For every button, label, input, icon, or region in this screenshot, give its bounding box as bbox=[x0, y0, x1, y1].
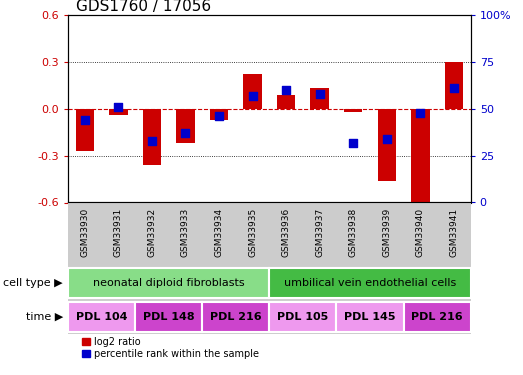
Point bbox=[383, 136, 391, 142]
Legend: log2 ratio, percentile rank within the sample: log2 ratio, percentile rank within the s… bbox=[78, 333, 263, 363]
Bar bbox=[75, 109, 94, 151]
Text: umbilical vein endothelial cells: umbilical vein endothelial cells bbox=[284, 278, 456, 288]
Bar bbox=[269, 268, 471, 298]
Text: cell type ▶: cell type ▶ bbox=[3, 278, 63, 288]
Text: GSM33934: GSM33934 bbox=[214, 208, 223, 257]
Text: GSM33936: GSM33936 bbox=[281, 208, 291, 257]
Text: PDL 216: PDL 216 bbox=[411, 312, 463, 322]
Point bbox=[282, 87, 290, 93]
Text: PDL 145: PDL 145 bbox=[344, 312, 396, 322]
Text: GSM33940: GSM33940 bbox=[416, 208, 425, 257]
Text: GSM33931: GSM33931 bbox=[114, 208, 123, 257]
Point bbox=[114, 104, 122, 110]
Text: PDL 105: PDL 105 bbox=[277, 312, 328, 322]
Point bbox=[248, 93, 257, 99]
Text: GSM33941: GSM33941 bbox=[449, 208, 459, 257]
Text: GSM33937: GSM33937 bbox=[315, 208, 324, 257]
Point bbox=[450, 85, 458, 91]
Bar bbox=[378, 109, 396, 181]
Bar bbox=[411, 109, 429, 202]
Bar bbox=[202, 302, 269, 332]
Bar bbox=[311, 88, 329, 109]
Bar bbox=[68, 302, 135, 332]
Text: GSM33930: GSM33930 bbox=[80, 208, 89, 257]
Text: PDL 104: PDL 104 bbox=[76, 312, 127, 322]
Text: GSM33938: GSM33938 bbox=[349, 208, 358, 257]
Bar bbox=[176, 109, 195, 143]
Bar bbox=[336, 302, 404, 332]
Bar bbox=[269, 302, 336, 332]
Bar bbox=[344, 109, 362, 112]
Text: GDS1760 / 17056: GDS1760 / 17056 bbox=[76, 0, 211, 14]
Point bbox=[315, 91, 324, 97]
Bar bbox=[210, 109, 228, 120]
Text: GSM33933: GSM33933 bbox=[181, 208, 190, 257]
Point bbox=[81, 117, 89, 123]
Text: GSM33935: GSM33935 bbox=[248, 208, 257, 257]
Bar bbox=[143, 109, 161, 165]
Text: PDL 148: PDL 148 bbox=[143, 312, 195, 322]
Text: GSM33939: GSM33939 bbox=[382, 208, 391, 257]
Bar bbox=[404, 302, 471, 332]
Text: PDL 216: PDL 216 bbox=[210, 312, 262, 322]
Bar bbox=[135, 302, 202, 332]
Bar bbox=[109, 109, 128, 115]
Point bbox=[215, 113, 223, 119]
Text: time ▶: time ▶ bbox=[26, 312, 63, 322]
Text: neonatal diploid fibroblasts: neonatal diploid fibroblasts bbox=[93, 278, 244, 288]
Point bbox=[181, 130, 190, 136]
Point bbox=[416, 110, 425, 116]
Point bbox=[147, 138, 156, 144]
Text: GSM33932: GSM33932 bbox=[147, 208, 156, 257]
Bar bbox=[68, 268, 269, 298]
Bar bbox=[277, 95, 295, 109]
Point bbox=[349, 140, 357, 146]
Bar bbox=[445, 62, 463, 109]
Bar bbox=[243, 74, 262, 109]
